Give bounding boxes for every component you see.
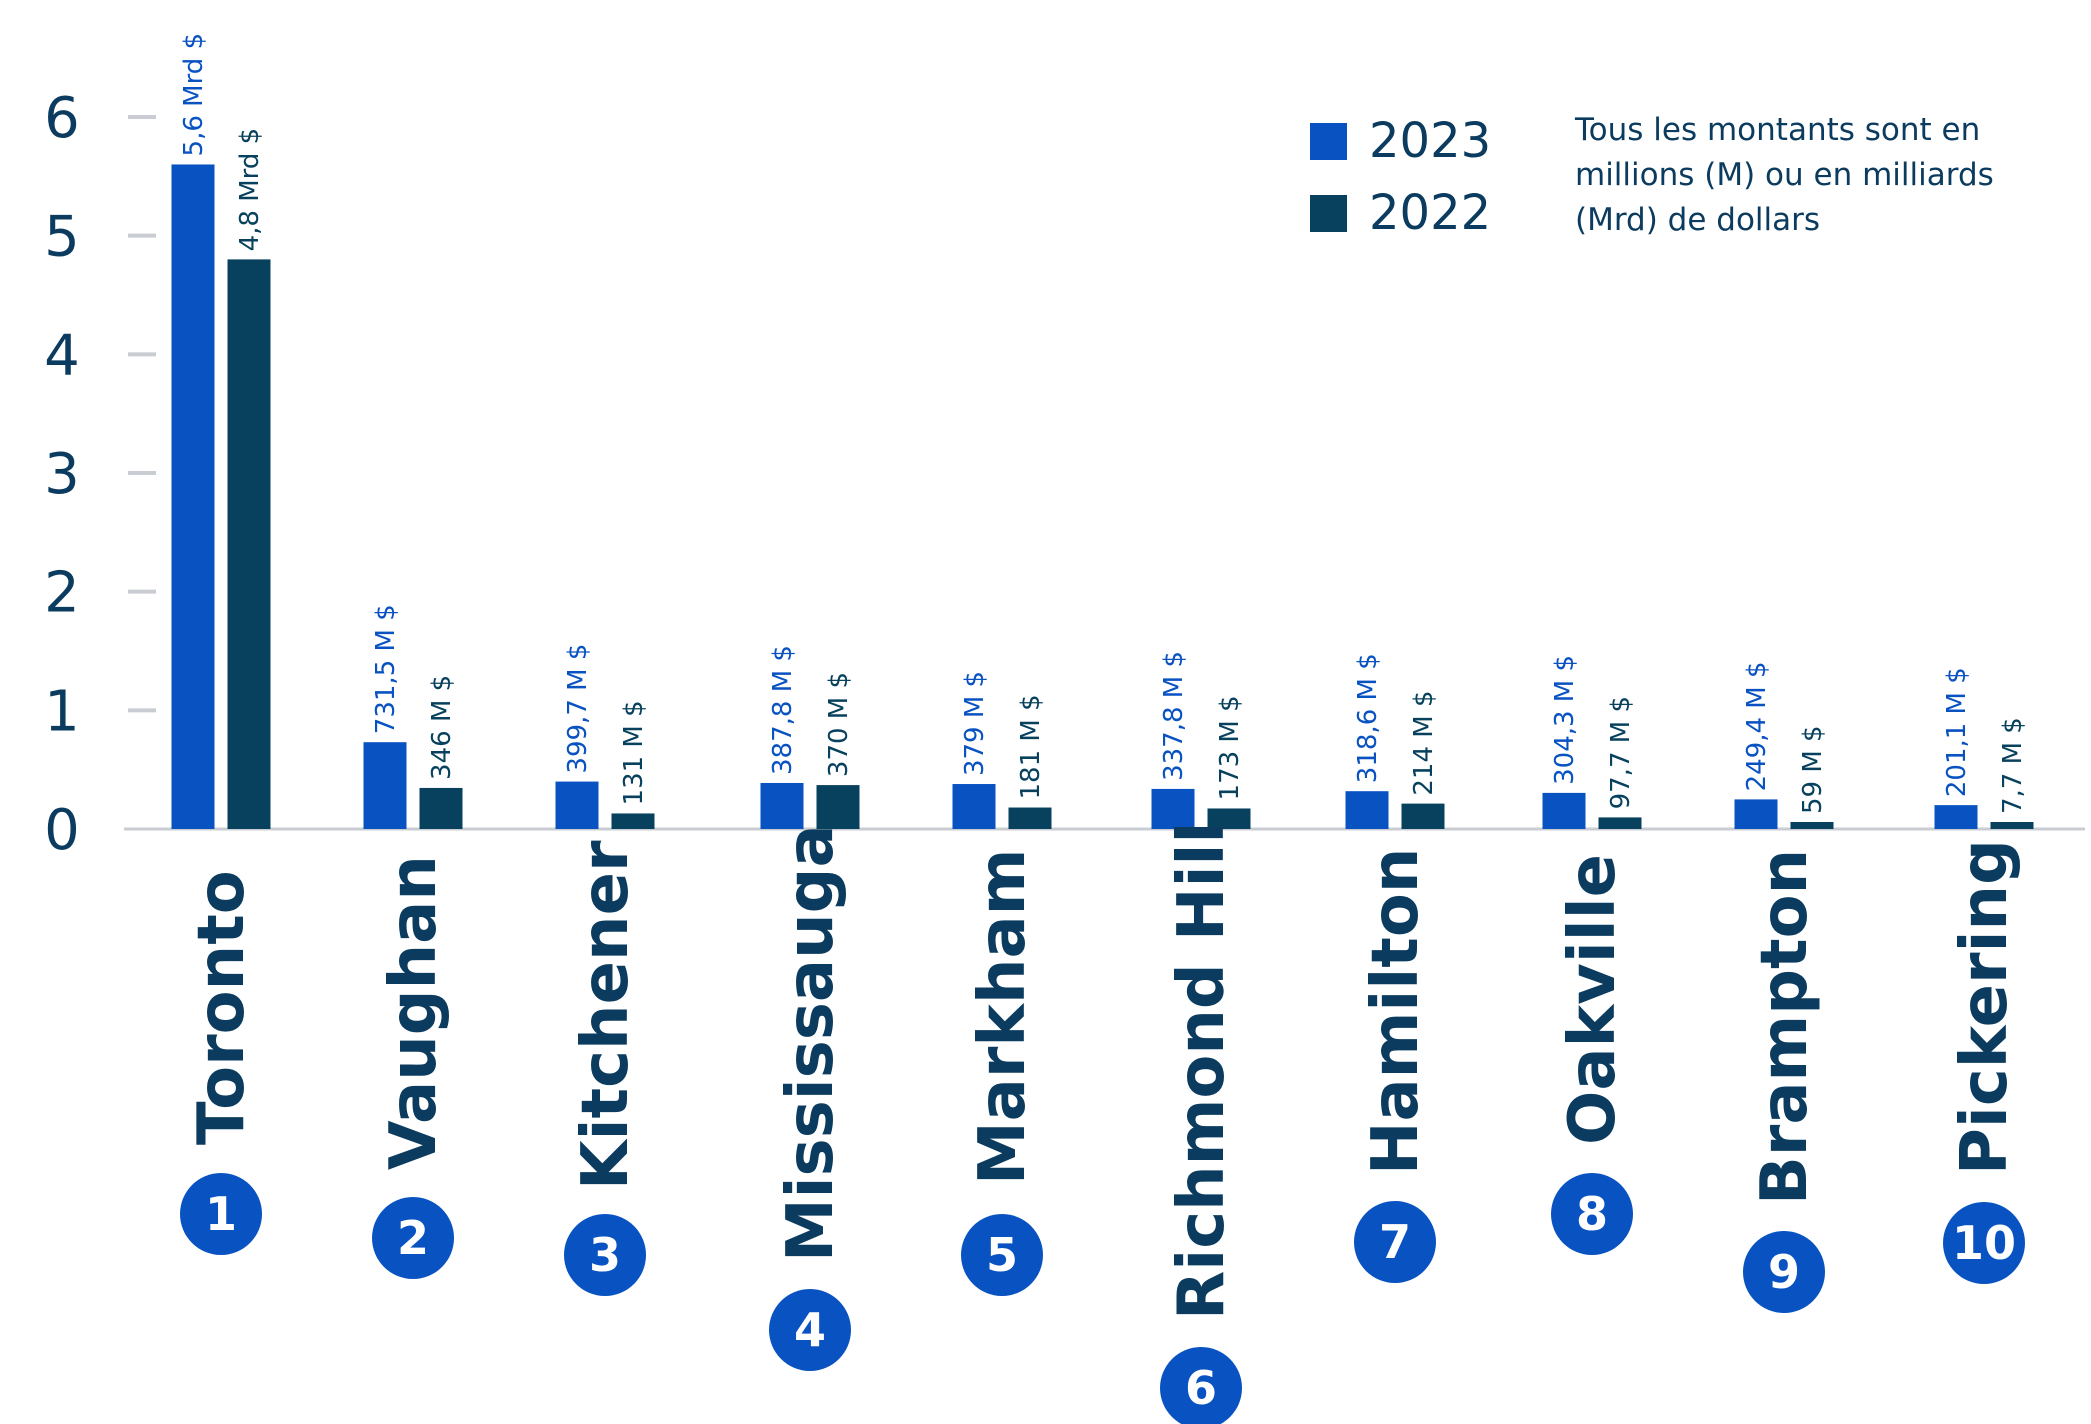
value-label: 201,1 M $ bbox=[1942, 667, 1972, 797]
rank-badge bbox=[1943, 1202, 2025, 1284]
bar-2023-vaughan bbox=[363, 742, 407, 829]
rank-number: 10 bbox=[1952, 1216, 2016, 1270]
category-label: Vaughan bbox=[377, 855, 451, 1170]
bar-2022-oakville bbox=[1598, 817, 1642, 829]
rank-badge bbox=[769, 1289, 851, 1371]
value-label: 181 M $ bbox=[1016, 694, 1046, 799]
legend-swatch-2022 bbox=[1310, 194, 1347, 232]
rank-number: 6 bbox=[1185, 1361, 1217, 1415]
category-label: Richmond Hill bbox=[1165, 822, 1239, 1320]
bar-2023-pickering bbox=[1934, 805, 1978, 829]
value-label: 4,8 Mrd $ bbox=[235, 128, 265, 252]
value-label: 131 M $ bbox=[619, 700, 649, 805]
rank-number: 5 bbox=[986, 1228, 1018, 1282]
value-label: 318,6 M $ bbox=[1353, 653, 1383, 783]
legend-item-2022: 2022 bbox=[1310, 177, 1491, 249]
y-tick-label: 2 bbox=[44, 561, 80, 626]
y-tick-label: 4 bbox=[44, 323, 80, 388]
bar-2023-kitchener bbox=[555, 781, 599, 829]
category-label: Kitchener bbox=[569, 840, 643, 1190]
y-tick-label: 6 bbox=[44, 86, 80, 151]
value-label: 370 M $ bbox=[824, 672, 854, 777]
value-label: 249,4 M $ bbox=[1742, 661, 1772, 791]
value-label: 387,8 M $ bbox=[768, 645, 798, 775]
rank-badge bbox=[1551, 1173, 1633, 1255]
amounts-note: Tous les montants sont en millions (M) o… bbox=[1575, 112, 1994, 238]
bar-2022-hamilton bbox=[1401, 803, 1445, 829]
rank-badge bbox=[1160, 1347, 1242, 1424]
bar-2022-mississauga bbox=[816, 785, 860, 829]
category-label: Pickering bbox=[1948, 839, 2022, 1175]
value-label: 346 M $ bbox=[427, 675, 457, 780]
category-label: Brampton bbox=[1748, 849, 1822, 1205]
value-label: 173 M $ bbox=[1215, 695, 1245, 800]
value-label: 337,8 M $ bbox=[1159, 651, 1189, 781]
rank-number: 1 bbox=[205, 1187, 237, 1241]
value-label: 5,6 Mrd $ bbox=[179, 33, 209, 157]
legend-label-2023: 2023 bbox=[1369, 113, 1492, 169]
y-tick-label: 3 bbox=[44, 442, 80, 507]
bar-2023-oakville bbox=[1542, 792, 1586, 829]
bar-2022-markham bbox=[1008, 807, 1052, 829]
bar-2023-toronto bbox=[171, 164, 215, 829]
rank-number: 2 bbox=[397, 1211, 429, 1265]
rank-badge bbox=[1743, 1231, 1825, 1313]
bar-2023-richmond-hill bbox=[1151, 788, 1195, 829]
y-tick-label: 5 bbox=[44, 205, 80, 270]
legend-item-2023: 2023 bbox=[1310, 105, 1491, 177]
bar-2022-kitchener bbox=[611, 813, 655, 829]
value-label: 304,3 M $ bbox=[1550, 655, 1580, 785]
rank-badge bbox=[1354, 1201, 1436, 1283]
value-label: 7,7 M $ bbox=[1998, 717, 2028, 814]
value-label: 97,7 M $ bbox=[1606, 696, 1636, 809]
bar-2023-mississauga bbox=[760, 782, 804, 829]
value-label: 731,5 M $ bbox=[371, 604, 401, 734]
bar-2022-brampton bbox=[1790, 821, 1834, 829]
value-label: 379 M $ bbox=[960, 671, 990, 776]
rank-badge bbox=[372, 1197, 454, 1279]
rank-badge bbox=[180, 1173, 262, 1255]
legend-swatch-2023 bbox=[1310, 122, 1347, 160]
rank-number: 9 bbox=[1768, 1245, 1800, 1299]
bar-2022-richmond-hill bbox=[1207, 808, 1251, 829]
value-label: 59 M $ bbox=[1798, 725, 1828, 814]
rank-number: 7 bbox=[1379, 1215, 1411, 1269]
bar-2023-markham bbox=[952, 784, 996, 829]
bar-2022-vaughan bbox=[419, 787, 463, 829]
bar-2023-hamilton bbox=[1345, 791, 1389, 829]
category-label: Toronto bbox=[185, 870, 259, 1145]
rank-number: 3 bbox=[589, 1228, 621, 1282]
rank-badge bbox=[961, 1214, 1043, 1296]
legend-label-2022: 2022 bbox=[1369, 185, 1492, 241]
bar-2023-brampton bbox=[1734, 799, 1778, 829]
rank-number: 4 bbox=[794, 1303, 826, 1357]
category-label: Markham bbox=[966, 849, 1040, 1185]
category-label: Oakville bbox=[1556, 854, 1630, 1145]
rank-number: 8 bbox=[1576, 1187, 1608, 1241]
category-label: Mississauga bbox=[774, 824, 848, 1262]
value-label: 214 M $ bbox=[1409, 690, 1439, 795]
rank-badge bbox=[564, 1214, 646, 1296]
y-tick-label: 0 bbox=[44, 798, 80, 863]
bar-2022-pickering bbox=[1990, 822, 2034, 829]
legend: 2023 2022 bbox=[1310, 105, 1491, 249]
category-label: Hamilton bbox=[1359, 848, 1433, 1175]
y-tick-label: 1 bbox=[44, 679, 80, 744]
bar-2022-toronto bbox=[227, 259, 271, 829]
value-label: 399,7 M $ bbox=[563, 644, 593, 774]
